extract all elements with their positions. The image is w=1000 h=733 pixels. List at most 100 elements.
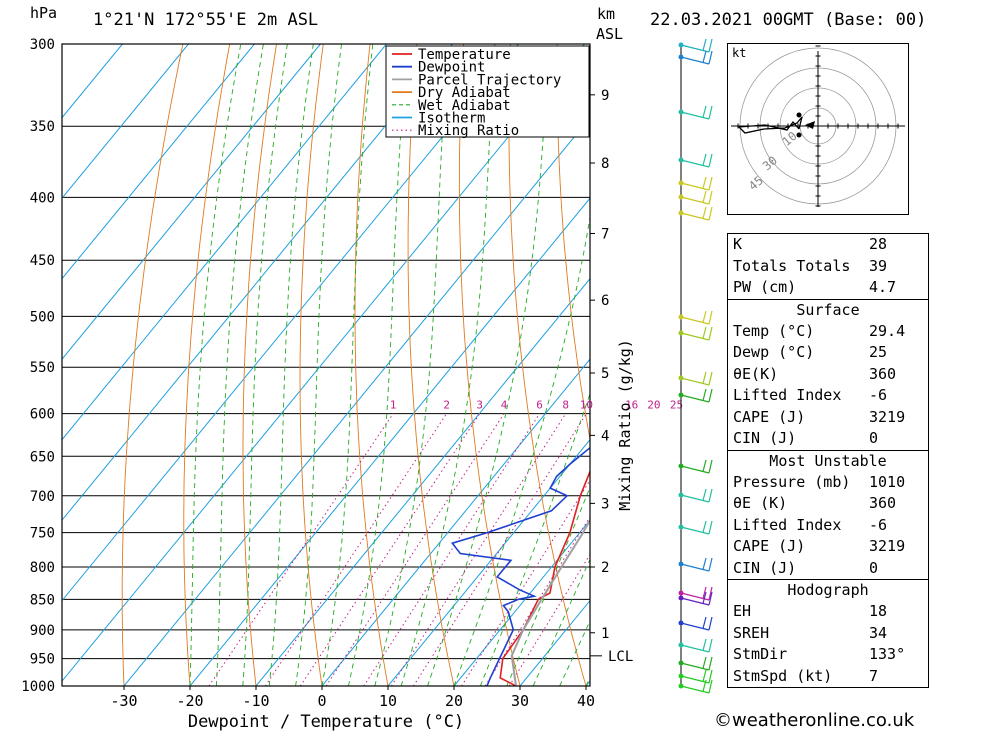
isotherm-line bbox=[62, 44, 519, 602]
wind-barb-flag bbox=[702, 206, 707, 219]
wind-barb-flag bbox=[708, 153, 713, 168]
wind-barb-flag bbox=[708, 557, 713, 572]
mixing-ratio-line bbox=[325, 413, 505, 686]
index-row: StmDir 133° bbox=[728, 644, 928, 666]
wind-barb-flag bbox=[702, 388, 707, 401]
mixing-ratio-line bbox=[264, 413, 448, 686]
wind-barb-staff bbox=[680, 332, 710, 341]
isotherm-line bbox=[255, 277, 590, 686]
mixing-ratio-label: 10 bbox=[580, 399, 593, 412]
hodograph-trace bbox=[737, 116, 803, 134]
dewpoint-profile bbox=[450, 446, 590, 686]
index-row: EH 18 bbox=[728, 601, 928, 623]
wind-barb-flag bbox=[702, 153, 707, 166]
wet-adiabat-line bbox=[215, 44, 264, 686]
wind-barb-flag bbox=[708, 50, 713, 65]
index-label: CIN (J) bbox=[733, 558, 797, 577]
wind-barb-flag bbox=[702, 488, 707, 501]
wind-barb-flag bbox=[708, 520, 713, 535]
wind-barb-flag bbox=[702, 669, 707, 682]
index-value: 28 bbox=[869, 235, 888, 253]
wind-barb-staff bbox=[680, 56, 710, 65]
index-value: 360 bbox=[869, 494, 897, 512]
wind-barb-flag bbox=[708, 669, 713, 684]
index-value: -6 bbox=[869, 386, 888, 404]
index-row: PW (cm) 4.7 bbox=[728, 277, 928, 299]
index-label: θE (K) bbox=[733, 494, 788, 512]
index-row: θE (K) 360 bbox=[728, 493, 928, 515]
index-value: 0 bbox=[869, 558, 879, 577]
index-label: Dewp (°C) bbox=[733, 343, 815, 361]
km-tick-label: 4 bbox=[601, 428, 609, 444]
index-label: θE(K) bbox=[733, 364, 779, 383]
legend-label: Mixing Ratio bbox=[418, 123, 519, 139]
parcel-trajectory-profile bbox=[510, 518, 590, 686]
pressure-tick-label: 550 bbox=[30, 360, 55, 376]
wind-barb-flag bbox=[708, 591, 713, 606]
wind-barb-staff bbox=[680, 44, 710, 53]
pressure-tick-label: 600 bbox=[30, 407, 55, 423]
index-row: SREH 34 bbox=[728, 623, 928, 645]
index-label: Lifted Index bbox=[733, 515, 842, 534]
pressure-tick-label: 1000 bbox=[21, 679, 55, 695]
wind-barb-staff bbox=[680, 465, 710, 474]
km-tick-label: 6 bbox=[601, 293, 609, 309]
index-row: Totals Totals 39 bbox=[728, 256, 928, 278]
index-row: Lifted Index -6 bbox=[728, 385, 928, 407]
wind-barb-staff bbox=[680, 662, 710, 671]
index-label: Pressure (mb) bbox=[733, 472, 851, 491]
index-value: 3219 bbox=[869, 407, 906, 426]
index-label: SREH bbox=[733, 623, 770, 642]
wind-barb-flag bbox=[702, 679, 707, 692]
dry-adiabat-line bbox=[299, 44, 324, 686]
index-value: -6 bbox=[869, 515, 888, 534]
wind-barb-flag bbox=[708, 488, 713, 503]
mixing-ratio-line bbox=[208, 413, 394, 686]
wind-barb-flag bbox=[702, 557, 707, 570]
dry-adiabat-line bbox=[407, 44, 455, 686]
mixing-ratio-label: 20 bbox=[647, 399, 660, 412]
wind-barb-staff bbox=[680, 196, 710, 205]
pressure-tick-label: 400 bbox=[30, 190, 55, 206]
wet-adiabat-line bbox=[374, 44, 449, 686]
wind-barb-flag bbox=[708, 105, 713, 120]
index-value: 34 bbox=[869, 623, 888, 642]
pressure-tick-label: 300 bbox=[30, 37, 55, 53]
surface-section: Surface Temp (°C) 29.4 Dewp (°C) 25 θE(K) 360… bbox=[728, 300, 928, 451]
wind-barb-staff bbox=[680, 644, 710, 653]
wind-barb-flag bbox=[708, 310, 713, 325]
index-label: StmSpd (kt) bbox=[733, 666, 833, 685]
dry-adiabat-line bbox=[354, 44, 389, 686]
km-tick-label: 9 bbox=[601, 88, 609, 104]
wind-barb-flag bbox=[702, 310, 707, 323]
pressure-tick-label: 800 bbox=[30, 560, 55, 576]
index-row: CIN (J) 0 bbox=[728, 428, 928, 450]
mixing-ratio-label: 25 bbox=[670, 399, 683, 412]
pressure-tick-label: 450 bbox=[30, 253, 55, 269]
temperature-tick-label: 20 bbox=[445, 692, 463, 710]
mixing-ratio-label: 4 bbox=[501, 399, 508, 412]
isotherm-line bbox=[321, 358, 590, 686]
surface-title: Surface bbox=[796, 300, 860, 319]
wind-barb-flag bbox=[702, 190, 707, 203]
pressure-tick-label: 900 bbox=[30, 623, 55, 639]
index-value: 18 bbox=[869, 602, 888, 620]
isotherm-line bbox=[62, 44, 255, 280]
mixing-ratio-line bbox=[363, 413, 540, 686]
wind-barb-staff bbox=[680, 316, 710, 325]
temperature-tick-label: -10 bbox=[242, 692, 269, 710]
credit-link[interactable]: ©weatheronline.co.uk bbox=[714, 710, 915, 731]
index-value: 0 bbox=[869, 429, 879, 447]
dry-adiabat-line bbox=[931, 44, 1000, 686]
pressure-tick-label: 350 bbox=[30, 119, 55, 135]
wind-barb-flag bbox=[702, 638, 707, 651]
wet-adiabat-line bbox=[479, 392, 590, 686]
index-label: PW (cm) bbox=[733, 278, 797, 296]
wet-adiabat-line bbox=[453, 214, 590, 686]
pressure-tick-label: 650 bbox=[30, 449, 55, 465]
wet-adiabat-line bbox=[347, 44, 409, 686]
wind-barb-flag bbox=[702, 38, 707, 51]
pressure-unit-label: hPa bbox=[30, 4, 58, 22]
dry-adiabat-line bbox=[978, 44, 1000, 686]
index-label: StmDir bbox=[733, 645, 788, 663]
